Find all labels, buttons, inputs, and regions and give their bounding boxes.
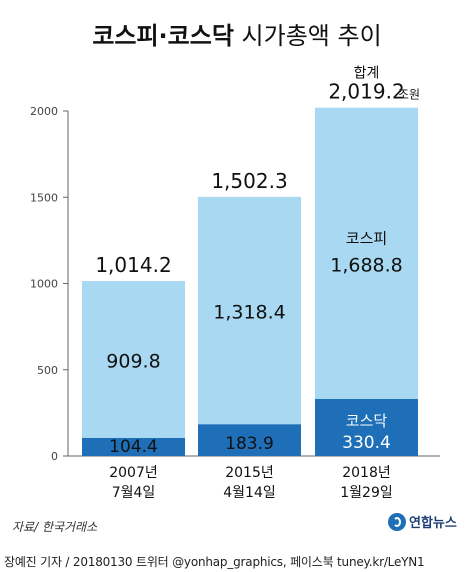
bar-total-value: 2,019.2 — [328, 80, 404, 104]
y-tick-label: 1500 — [30, 191, 58, 204]
bar-kosdaq-value: 104.4 — [109, 437, 158, 457]
chart-title: 코스피·코스닥 시가총액 추이 — [92, 22, 381, 50]
yonhap-logo-text: 연합뉴스 — [409, 516, 457, 531]
chart-title-bold: 코스피·코스닥 — [92, 22, 234, 50]
bar-kosdaq-value: 183.9 — [225, 434, 274, 454]
bar-kosdaq — [198, 424, 301, 456]
x-tick-label-date: 4월14일 — [223, 485, 275, 501]
x-tick-label-year: 2007년 — [109, 465, 158, 481]
bar-kospi-value: 1,688.8 — [330, 254, 403, 276]
bar-kosdaq — [82, 437, 185, 456]
chart-title-rest: 시가총액 추이 — [234, 22, 382, 50]
y-tick-label: 2000 — [30, 105, 58, 118]
series-label-kosdaq: 코스닥 — [346, 412, 388, 430]
y-tick-label: 1000 — [30, 278, 58, 291]
y-tick-label: 0 — [51, 450, 58, 463]
x-tick-label-year: 2015년 — [225, 465, 274, 481]
bar-kospi-value: 909.8 — [106, 351, 160, 373]
bar-kospi-value: 1,318.4 — [213, 302, 286, 324]
bar-labels: 104.4 909.8 1,014.2 183.9 1,318.4 1,502.3 330.… — [95, 66, 420, 457]
bar-kosdaq-value: 330.4 — [342, 433, 391, 453]
total-prefix-label: 합계 — [354, 66, 380, 82]
yonhap-logo-icon — [388, 512, 406, 531]
bars — [82, 107, 418, 456]
yonhap-logo: 연합뉴스 — [388, 512, 457, 531]
bar-total-value: 1,014.2 — [95, 253, 171, 277]
bar-kospi — [82, 281, 185, 438]
x-tick-label-year: 2018년 — [342, 465, 391, 481]
y-tick-label: 500 — [37, 364, 58, 377]
bar-kosdaq — [315, 399, 418, 456]
total-unit-label: 조원 — [398, 88, 420, 102]
series-label-kospi: 코스피 — [346, 229, 387, 247]
bar-kospi — [315, 107, 418, 400]
x-tick-label-date: 7월4일 — [112, 485, 156, 501]
x-tick-label-date: 1월29일 — [340, 485, 392, 501]
source-note: 자료/ 한국거래소 — [12, 520, 98, 534]
x-axis-labels: 2007년 7월4일 2015년 4월14일 2018년 1월29일 — [109, 465, 393, 501]
credit-line: 장예진 기자 / 20180130 트위터 @yonhap_graphics, … — [4, 555, 425, 569]
bar-total-value: 1,502.3 — [211, 169, 287, 193]
bar-kospi — [198, 196, 301, 425]
